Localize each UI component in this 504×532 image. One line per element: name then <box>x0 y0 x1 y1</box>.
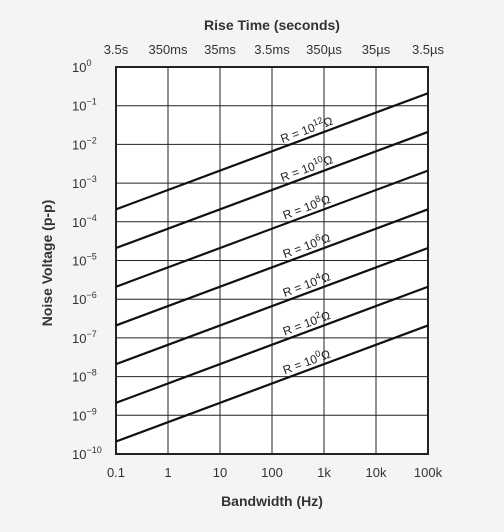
series-line <box>115 285 429 404</box>
series-line <box>115 169 429 288</box>
plot-frame <box>115 66 429 455</box>
x-tick-label: 10k <box>366 465 387 480</box>
series-line <box>115 92 429 211</box>
x-tick-label: 100k <box>414 465 443 480</box>
y-tick-label: 10−3 <box>72 174 97 191</box>
y-tick-label: 10−6 <box>72 290 97 307</box>
y-tick-label: 10−4 <box>72 213 97 230</box>
y-tick-label: 10−2 <box>72 135 97 152</box>
x-tick-label: 0.1 <box>107 465 125 480</box>
y-tick-label: 100 <box>72 58 91 75</box>
y-tick-label: 10−8 <box>72 368 97 385</box>
top-tick-label: 35ms <box>204 42 236 57</box>
top-tick-label: 350ms <box>148 42 188 57</box>
top-tick-label: 3.5s <box>104 42 129 57</box>
x-tick-label: 10 <box>213 465 227 480</box>
y-axis-ticks: 100 10−1 10−2 10−3 10−4 10−5 10−6 10−7 10−8 10−9 1… <box>72 58 102 462</box>
y-tick-label: 10−1 <box>72 97 97 114</box>
series-line <box>115 208 429 327</box>
x-tick-label: 1 <box>164 465 171 480</box>
y-tick-label: 10−10 <box>72 445 102 462</box>
x-axis-label: Bandwidth (Hz) <box>221 493 323 509</box>
y-tick-label: 10−7 <box>72 329 97 346</box>
y-tick-label: 10−5 <box>72 252 97 269</box>
top-axis-ticks: 3.5s 350ms 35ms 3.5ms 350µs 35µs 3.5µs <box>104 42 445 57</box>
top-tick-label: 350µs <box>306 42 342 57</box>
x-tick-label: 100 <box>261 465 283 480</box>
x-tick-label: 1k <box>317 465 331 480</box>
series-line <box>115 246 429 366</box>
chart-title: Rise Time (seconds) <box>204 17 340 33</box>
top-tick-label: 35µs <box>362 42 391 57</box>
y-axis-label: Noise Voltage (p-p) <box>39 200 55 327</box>
top-tick-label: 3.5ms <box>254 42 290 57</box>
x-axis-ticks: 0.1 1 10 100 1k 10k 100k <box>107 465 443 480</box>
y-tick-label: 10−9 <box>72 406 97 423</box>
series-line <box>115 324 429 443</box>
series-line <box>115 130 429 250</box>
top-tick-label: 3.5µs <box>412 42 445 57</box>
